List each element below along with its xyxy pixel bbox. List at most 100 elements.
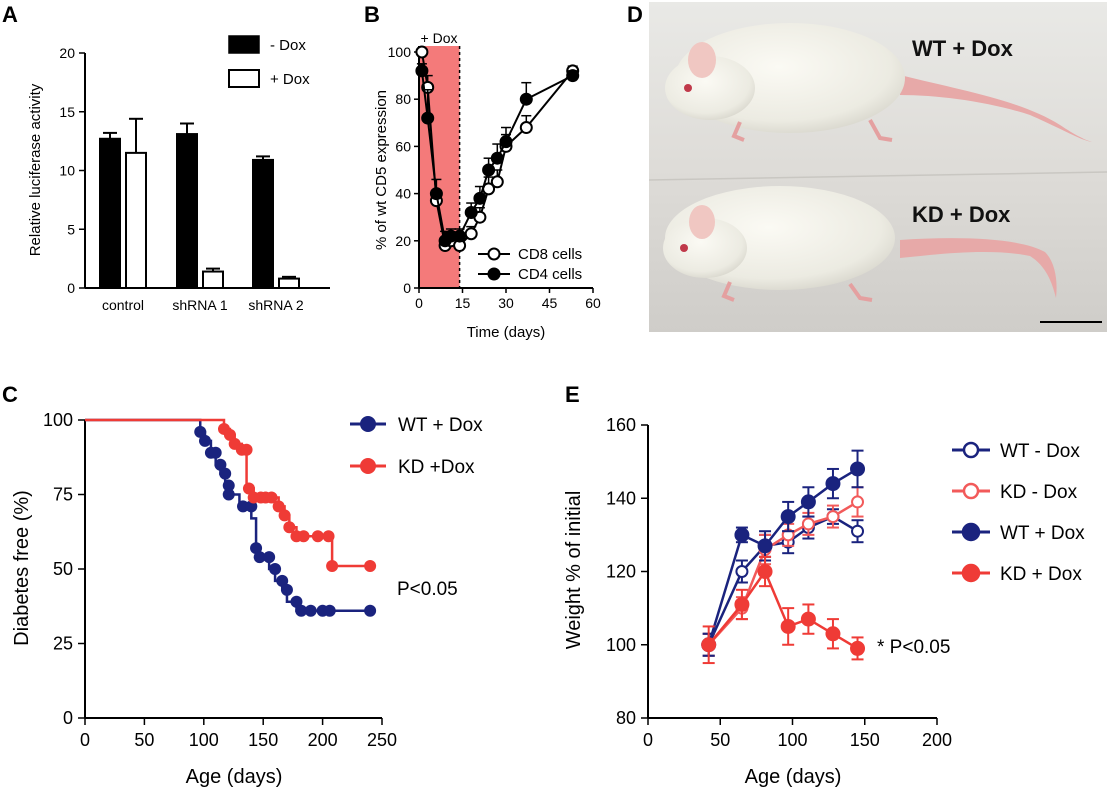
e-y-tick-label: 80 [616, 708, 636, 728]
c-data-point [278, 509, 291, 522]
e-x-tick-label: 150 [850, 730, 880, 750]
a-bar [252, 158, 274, 289]
c-legend-label: KD +Dox [398, 457, 475, 478]
b-legend-marker [487, 247, 501, 261]
c-data-point [219, 467, 232, 480]
photo-label-bottom: KD + Dox [912, 202, 1011, 227]
a-x-category-label: shRNA 1 [172, 297, 227, 313]
c-data-point [253, 551, 266, 564]
photo-fold-line [648, 171, 1108, 181]
e-y-tick-label: 100 [606, 635, 636, 655]
b-y-tick-label: 40 [395, 186, 411, 202]
mouse-forefoot-top [731, 121, 745, 142]
e-legend-marker [961, 522, 981, 542]
b-data-point [421, 111, 435, 125]
c-x-tick-label: 200 [308, 730, 338, 750]
e-data-point [826, 510, 840, 524]
c-data-point [198, 434, 211, 447]
c-data-point [272, 500, 285, 513]
c-y-tick-label: 25 [53, 634, 73, 654]
a-legend-swatch [228, 69, 260, 88]
b-x-tick-label: 15 [455, 295, 471, 311]
mouse-forefoot-bottom [721, 281, 735, 302]
panel-e-weight-chart: 80 100 120 140 160 0 50 100 150 200 Age (days) Weig… [563, 415, 1085, 788]
b-x-axis-label: Time (days) [467, 324, 546, 341]
mouse-foot-bottom [848, 282, 873, 302]
e-data-point [735, 565, 749, 578]
panel-letter-c: C [2, 382, 18, 407]
b-x-tick-label: 30 [498, 295, 514, 311]
e-data-point [734, 527, 750, 543]
c-data-point [283, 521, 296, 534]
mouse-ear-bottom [689, 205, 715, 239]
b-data-point [519, 121, 533, 135]
e-legend-marker [962, 482, 980, 500]
c-survival-line [85, 418, 371, 612]
e-y-tick-label: 140 [606, 488, 636, 508]
c-y-tick-label: 100 [43, 410, 73, 430]
e-data-point [757, 564, 773, 579]
e-data-point [801, 517, 815, 531]
b-legend-marker [487, 267, 501, 281]
c-legend-marker [360, 458, 376, 474]
c-data-point [276, 574, 289, 587]
a-bar [125, 151, 147, 289]
a-y-tick-label: 15 [59, 104, 75, 120]
b-y-axis-label: % of wt CD5 expression [373, 90, 390, 250]
a-bar [99, 137, 121, 289]
a-legend-label: + Dox [270, 71, 310, 88]
e-y-axis-label: Weight % of initial [563, 491, 585, 650]
c-data-point [280, 583, 293, 596]
e-legend-marker [961, 563, 981, 583]
e-data-point [851, 495, 865, 509]
c-data-point [311, 530, 324, 543]
b-data-point [415, 64, 429, 78]
mouse-head-bottom [663, 218, 747, 278]
b-y-tick-label: 100 [388, 44, 412, 60]
mouse-head-top [665, 56, 755, 120]
b-data-point [453, 229, 467, 243]
e-legend-label: WT - Dox [1000, 441, 1080, 462]
b-data-point [490, 151, 504, 165]
e-data-point [780, 618, 796, 634]
c-data-point [290, 595, 303, 608]
panel-b-line-chart: + Dox 0 20 40 60 80 100 0 15 30 45 60 Time (days) % o… [373, 30, 601, 341]
e-legend-marker [962, 441, 980, 459]
photo-label-top: WT + Dox [912, 36, 1014, 61]
a-x-category-label: shRNA 2 [248, 297, 303, 313]
b-y-tick-label: 80 [395, 91, 411, 107]
panel-d-mouse-photo: WT + Dox KD + Dox [648, 2, 1108, 332]
b-data-point [464, 227, 478, 241]
e-p-value-annotation: * P<0.05 [877, 637, 950, 658]
mouse-ear-top [688, 42, 716, 78]
b-x-tick-label: 45 [542, 295, 558, 311]
b-data-point [519, 92, 533, 106]
e-data-point [825, 626, 841, 642]
c-x-tick-label: 250 [367, 730, 397, 750]
a-x-category-label: control [102, 297, 144, 313]
e-x-tick-label: 50 [710, 730, 730, 750]
c-data-point [214, 458, 227, 471]
e-data-point [850, 461, 866, 477]
a-y-tick-label: 10 [59, 163, 75, 179]
c-data-point [194, 425, 207, 438]
mouse-tail-top [900, 75, 1092, 142]
b-legend-label: CD4 cells [518, 266, 582, 283]
e-data-point [757, 538, 773, 554]
c-x-tick-label: 100 [189, 730, 219, 750]
a-y-tick-label: 5 [67, 221, 75, 237]
b-data-point [482, 163, 496, 177]
e-data-point [825, 476, 841, 492]
c-data-point [240, 443, 253, 456]
e-x-axis-label: Age (days) [745, 766, 842, 788]
c-x-axis-label: Age (days) [186, 766, 283, 788]
c-legend-label: WT + Dox [398, 415, 483, 436]
e-x-tick-label: 200 [922, 730, 952, 750]
c-data-point [222, 479, 235, 492]
e-legend-label: KD - Dox [1000, 482, 1078, 503]
a-y-axis-label: Relative luciferase activity [27, 83, 44, 256]
a-bar [202, 270, 224, 289]
a-legend-label: - Dox [270, 37, 306, 54]
c-y-tick-label: 75 [53, 485, 73, 505]
